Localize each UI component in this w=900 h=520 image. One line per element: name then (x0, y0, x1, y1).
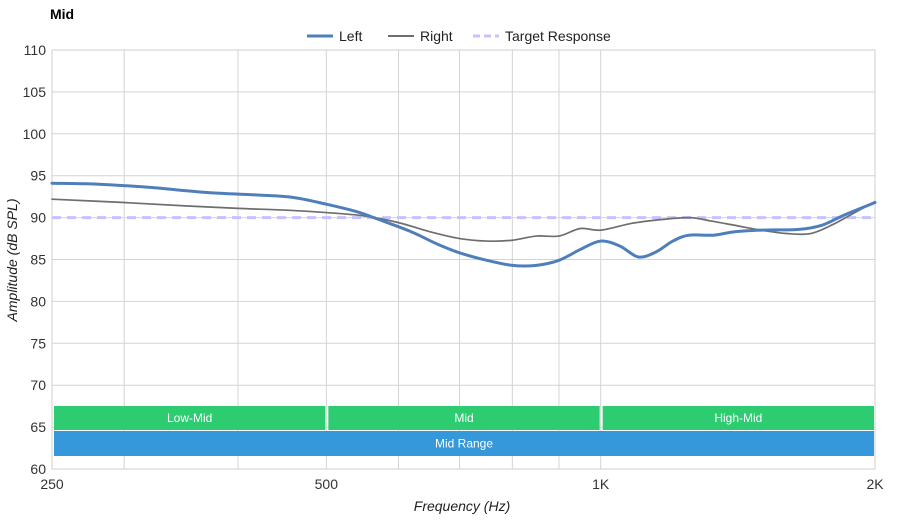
series-line-right (51, 198, 876, 243)
legend-label-left: Left (339, 28, 362, 44)
band-label: Mid Range (435, 437, 493, 451)
x-tick-label: 1K (592, 476, 610, 492)
tick-labels: 60 65 70 75 80 85 90 95 100 105 110 250 500 1K 2K (23, 42, 885, 492)
y-tick-label: 70 (30, 377, 46, 393)
y-axis-label: Amplitude (dB SPL) (4, 199, 20, 323)
legend-label-right: Right (420, 28, 453, 44)
y-tick-label: 85 (30, 252, 46, 268)
frequency-bands: Low-Mid Mid High-Mid Mid Range (54, 406, 874, 456)
band-low-mid (54, 406, 326, 430)
plot-border (51, 49, 876, 470)
band-mid (328, 406, 600, 430)
y-tick-label: 110 (24, 42, 47, 58)
y-tick-label: 95 (30, 168, 46, 184)
chart-title: Mid (50, 6, 74, 22)
grid (51, 49, 876, 470)
band-label: Mid (454, 411, 473, 425)
y-tick-label: 65 (30, 419, 46, 435)
band-mid-range (54, 431, 874, 456)
series-lines (50, 181, 877, 268)
y-tick-label: 100 (23, 126, 47, 142)
x-tick-label: 2K (866, 476, 884, 492)
band-high-mid (602, 406, 874, 430)
y-tick-label: 60 (30, 461, 46, 477)
legend-label-target-response: Target Response (505, 28, 611, 44)
y-tick-label: 75 (30, 335, 46, 351)
band-label: Low-Mid (167, 411, 212, 425)
series-line-left (50, 181, 877, 268)
band-label: High-Mid (714, 411, 762, 425)
y-tick-label: 105 (23, 84, 47, 100)
y-tick-label: 90 (30, 210, 46, 226)
x-axis-label: Frequency (Hz) (414, 498, 510, 514)
x-tick-label: 500 (315, 476, 339, 492)
y-tick-label: 80 (30, 293, 46, 309)
legend: Left Right Target Response (307, 28, 611, 44)
x-tick-label: 250 (40, 476, 64, 492)
